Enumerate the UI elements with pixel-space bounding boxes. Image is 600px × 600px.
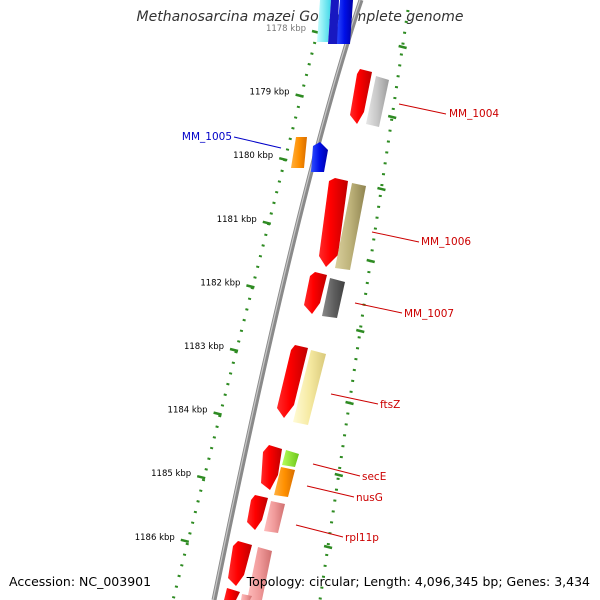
gene-cds-1186-product: [247, 547, 272, 600]
gene-cds-mm1007-product: [322, 278, 345, 318]
outer-tick-3: [366, 258, 376, 264]
genome-backbone-highlight: [212, 0, 361, 600]
gene-label-mm1007[interactable]: MM_1007: [404, 308, 454, 320]
outer-tick-1: [387, 114, 397, 120]
genome-backbone: [211, 0, 364, 600]
gene-cds-mm1006-arrow: [319, 178, 348, 267]
gene-cds-rpl11p-arrow: [247, 495, 268, 530]
kbp-label-1183: 1183 kbp: [184, 342, 224, 352]
inner-tick-ring: [171, 9, 325, 600]
map-title: Methanosarcina mazei Go1, complete genom…: [136, 9, 464, 25]
outer-tick-6: [334, 472, 344, 478]
gene-cds-rpl11p-product: [264, 501, 285, 533]
gene-cds-mm1005-blue: [311, 142, 328, 172]
gene-cds-1178-blue: [336, 0, 353, 44]
gene-cds-mm1007-arrow: [304, 272, 327, 314]
gene-cds-1186-arrow: [228, 541, 252, 586]
gene-label-nusg[interactable]: nusG: [356, 492, 383, 504]
outer-tick-0: [398, 44, 407, 50]
gene-cds-mm1006-product: [335, 183, 366, 270]
kbp-label-1186: 1186 kbp: [135, 533, 175, 543]
kbp-tick-1185: [196, 474, 206, 480]
kbp-label-group: 1178 kbp 1179 kbp 1180 kbp 1181 kbp 1182 kbp…: [135, 24, 306, 543]
gene-cds-bottom-product: [241, 594, 252, 600]
kbp-label-1180: 1180 kbp: [233, 151, 273, 161]
gene-cds-mm1004-arrow: [350, 69, 372, 124]
gene-label-mm1004[interactable]: MM_1004: [449, 108, 499, 120]
kbp-tick-1181: [262, 220, 272, 226]
gene-rna-1178: [328, 0, 339, 44]
leader-mm1005: [233, 136, 282, 149]
leader-rpl11p: [295, 524, 344, 538]
outer-tick-4: [355, 328, 365, 334]
gene-label-sece[interactable]: secE: [362, 471, 386, 483]
leader-ftsz: [330, 393, 379, 405]
kbp-tick-1186: [180, 538, 190, 544]
gene-cds-mm1004-product: [366, 76, 389, 127]
gene-cds-nusg-product: [274, 467, 295, 497]
gene-features: [224, 0, 389, 600]
kbp-tick-1182: [246, 284, 255, 289]
kbp-label-1185: 1185 kbp: [151, 469, 191, 479]
kbp-tick-1183: [229, 347, 239, 353]
gene-label-ftsz[interactable]: ftsZ: [380, 399, 400, 411]
gene-label-rpl11p[interactable]: rpl11p: [345, 532, 379, 544]
gene-cds-bottom-arrow: [224, 588, 240, 600]
kbp-tick-1180: [278, 156, 288, 162]
gene-label-mm1005[interactable]: MM_1005: [182, 131, 232, 143]
accession-text: Accession: NC_003901: [9, 574, 152, 589]
gene-cds-ftsz-arrow: [277, 345, 308, 418]
topology-text: Topology: circular; Length: 4,096,345 bp…: [246, 574, 590, 589]
kbp-label-1181: 1181 kbp: [217, 215, 257, 225]
leader-mm1006: [371, 231, 420, 243]
leader-sece: [312, 463, 361, 477]
kbp-label-1182: 1182 kbp: [200, 278, 240, 288]
outer-tick-7: [323, 544, 333, 550]
gene-cds-mm1005-orange: [291, 137, 307, 168]
gene-cds-sece-product: [282, 450, 299, 467]
kbp-label-1178: 1178 kbp: [266, 24, 306, 34]
kbp-tick-1184: [213, 411, 222, 416]
gene-label-group: MM_1005 MM_1004 MM_1006 MM_1007 ftsZ sec…: [182, 108, 500, 544]
leader-mm1007: [354, 302, 403, 314]
outer-tick-2: [377, 186, 386, 192]
kbp-label-1184: 1184 kbp: [168, 406, 208, 416]
leader-nusg: [306, 485, 355, 498]
kbp-tick-1179: [295, 93, 304, 98]
gene-leader-lines: [233, 103, 447, 538]
kbp-label-1179: 1179 kbp: [250, 88, 290, 98]
gene-cds-sece-arrow: [261, 445, 282, 490]
gene-cds-ftsz-product: [293, 350, 326, 425]
gene-cds-1178-cyan: [317, 0, 331, 42]
leader-mm1004: [398, 103, 447, 115]
outer-tick-5: [345, 400, 354, 406]
gene-label-mm1006[interactable]: MM_1006: [421, 236, 471, 248]
